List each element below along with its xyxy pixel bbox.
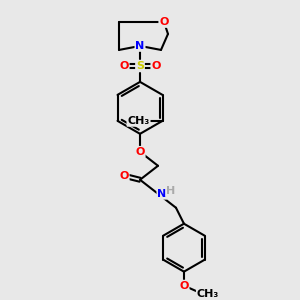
Text: H: H [166,186,176,196]
Text: S: S [136,61,144,71]
Text: O: O [179,280,189,291]
Text: O: O [151,61,161,71]
Text: CH₃: CH₃ [128,116,150,126]
Text: O: O [119,171,129,181]
Text: N: N [158,189,166,199]
Text: O: O [135,147,145,157]
Text: N: N [135,41,145,51]
Text: CH₃: CH₃ [197,289,219,298]
Text: O: O [119,61,129,71]
Text: O: O [159,17,169,27]
